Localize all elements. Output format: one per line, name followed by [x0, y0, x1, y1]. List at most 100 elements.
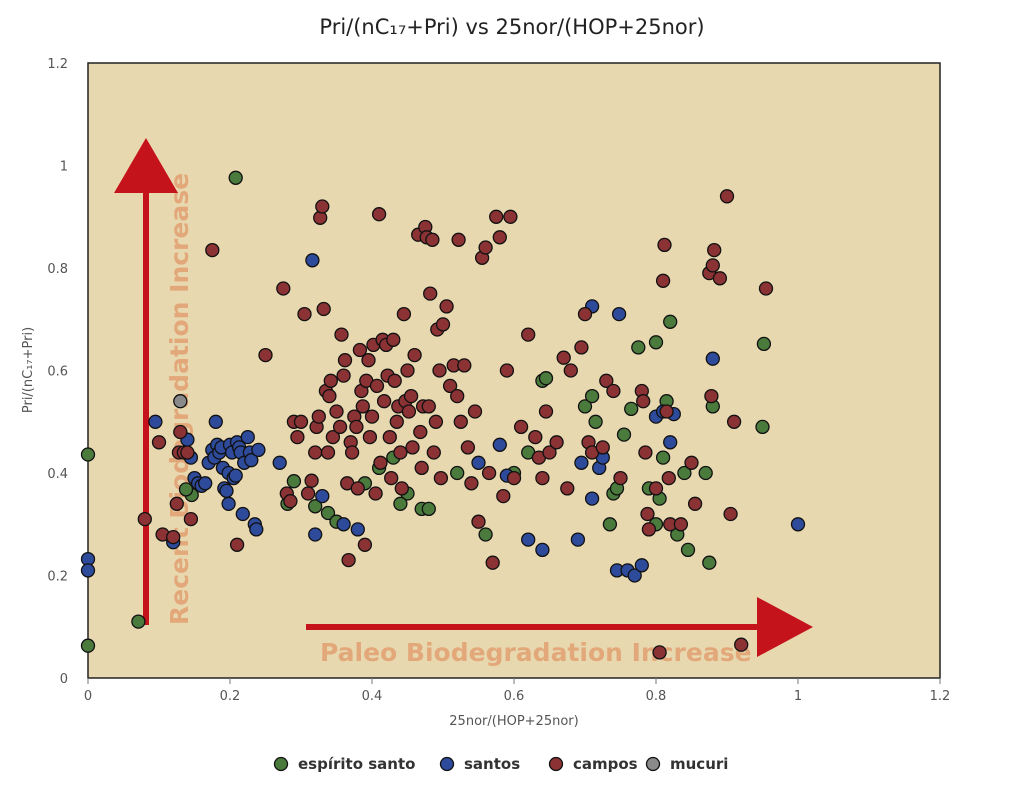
data-point-campos: [300, 486, 316, 501]
data-point-campos: [503, 209, 518, 224]
data-point-campos: [460, 440, 476, 455]
y-tick-label: 0.4: [47, 467, 68, 482]
data-point-espirito-santo: [80, 447, 96, 462]
data-point-campos: [405, 440, 420, 455]
legend-marker-espirito-santo: [273, 756, 289, 772]
data-point-campos: [384, 470, 399, 486]
data-point-campos: [357, 537, 373, 552]
data-point-santos: [336, 517, 351, 532]
data-point-campos: [332, 419, 348, 435]
data-point-campos: [599, 373, 614, 388]
data-point-campos: [229, 537, 245, 552]
data-point-campos: [337, 353, 353, 368]
data-point-campos: [433, 470, 449, 486]
data-point-campos: [364, 409, 380, 424]
legend-marker-campos: [548, 756, 564, 772]
data-point-campos: [556, 350, 571, 365]
data-point-espirito-santo: [624, 401, 639, 417]
data-point-campos: [478, 240, 493, 255]
data-point-espirito-santo: [131, 614, 146, 629]
data-point-santos: [350, 522, 365, 537]
data-point-campos: [393, 445, 408, 460]
data-point-campos: [389, 414, 404, 429]
data-point-campos: [577, 306, 593, 322]
data-point-campos: [538, 404, 554, 419]
data-point-santos: [611, 306, 627, 322]
data-point-santos: [148, 414, 163, 429]
data-point-campos: [655, 273, 671, 288]
data-point-campos: [542, 445, 557, 460]
data-point-campos: [638, 445, 653, 460]
data-point-campos: [506, 470, 522, 486]
data-point-campos: [350, 481, 365, 496]
data-point-campos: [311, 409, 326, 424]
data-point-campos: [613, 470, 628, 486]
data-point-campos: [489, 209, 504, 224]
data-point-santos: [535, 542, 550, 558]
data-point-campos: [758, 281, 774, 296]
data-point-santos: [221, 496, 236, 511]
data-point-santos: [634, 558, 649, 573]
data-point-campos: [453, 414, 468, 429]
data-point-campos: [382, 429, 397, 445]
x-tick-label: 0: [84, 689, 92, 704]
horizontal-arrow-head: [757, 597, 813, 657]
data-point-campos: [641, 522, 657, 537]
data-point-campos: [425, 232, 440, 247]
y-tick-label: 1: [60, 160, 68, 175]
data-point-campos: [183, 511, 199, 527]
data-point-campos: [426, 445, 441, 460]
data-point-santos: [272, 455, 287, 470]
data-point-campos: [464, 476, 479, 491]
data-point-espirito-santo: [631, 340, 646, 355]
data-point-campos: [707, 242, 722, 258]
data-point-campos: [373, 455, 388, 470]
data-point-campos: [492, 230, 507, 245]
annotations-layer: Recent Biodegradation Increase Paleo Bio…: [114, 138, 813, 667]
data-point-campos: [361, 353, 376, 368]
data-point-santos: [219, 483, 234, 499]
data-point-campos: [450, 388, 465, 404]
data-point-campos: [657, 237, 672, 253]
x-tick-label: 1: [794, 689, 802, 704]
data-point-campos: [403, 388, 419, 404]
data-point-campos: [704, 388, 719, 404]
axes-layer: 0 0.2 0.4 0.6 0.8 1 1.2 0 0.2 0.4 0.6 0.8 1 1.2: [47, 57, 950, 704]
data-point-campos: [315, 199, 330, 214]
data-point-campos: [169, 496, 184, 511]
data-point-campos: [442, 378, 458, 394]
data-point-santos: [570, 532, 586, 547]
data-point-santos: [251, 442, 266, 458]
data-point-campos: [712, 271, 728, 286]
data-point-campos: [513, 419, 529, 435]
data-point-santos: [228, 468, 243, 483]
data-point-mucuri: [173, 394, 188, 409]
data-point-santos: [574, 455, 589, 470]
data-point-espirito-santo: [393, 496, 408, 511]
data-point-espirito-santo: [663, 314, 678, 329]
data-point-campos: [640, 506, 655, 522]
data-point-campos: [276, 281, 291, 296]
data-point-campos: [528, 429, 543, 445]
data-point-santos: [244, 453, 259, 468]
data-point-campos: [563, 363, 578, 378]
data-point-espirito-santo: [286, 474, 302, 489]
data-point-campos: [316, 301, 331, 317]
legend-label-mucuri: mucuri: [670, 755, 728, 773]
data-point-campos: [423, 286, 438, 301]
data-point-campos: [726, 414, 742, 429]
data-point-campos: [376, 394, 392, 409]
data-point-espirito-santo: [178, 482, 194, 497]
data-point-santos: [249, 522, 264, 537]
data-point-campos: [344, 445, 360, 460]
data-point-campos: [352, 342, 368, 358]
data-point-campos: [166, 529, 181, 545]
data-point-espirito-santo: [320, 505, 336, 521]
data-point-campos: [369, 378, 385, 394]
data-point-espirito-santo: [421, 501, 436, 517]
data-point-campos: [320, 445, 336, 460]
data-point-espirito-santo: [228, 170, 243, 185]
data-point-campos: [467, 404, 483, 419]
data-point-campos: [407, 347, 422, 363]
data-point-campos: [432, 363, 447, 378]
